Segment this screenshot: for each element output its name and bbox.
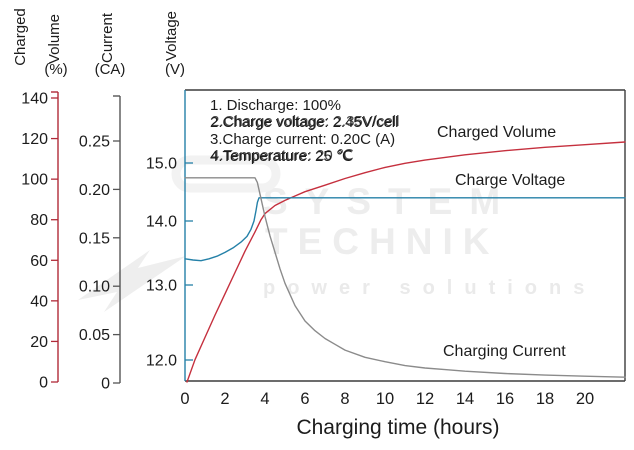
x-tick-label: 0 xyxy=(180,390,189,408)
charged_volume-tick-label: 80 xyxy=(30,212,48,229)
x-tick-label: 4 xyxy=(260,390,269,408)
x-tick-label: 10 xyxy=(376,390,394,408)
x-axis-title: Charging time (hours) xyxy=(296,416,500,439)
axis-ticks-group: 140 120 100 80 60 40 20 0 0.25 0.20 0.15 0.10 0.05 0 1… xyxy=(21,91,193,393)
charged-volume-axis-title-word1: Charged xyxy=(12,8,29,66)
charged_volume-tick-label: 100 xyxy=(21,172,48,189)
plot-border xyxy=(184,89,626,382)
note-temperature-text: 4.Temperature: 25 ℃ xyxy=(210,148,353,165)
test-conditions-notes: 1. Discharge: 100% 2.Charge voltage: 2.3… xyxy=(210,97,400,165)
note-charge-voltage-ghost-text: 2.Charge voltage: 2.35V/cell xyxy=(211,113,400,130)
current-tick-label: 0.15 xyxy=(79,230,110,247)
note-charge-voltage: 2.Charge voltage: 2.35V/cell 2.Charge vo… xyxy=(210,113,400,131)
note-charge-voltage-text: 2.Charge voltage: 2.45V/cell xyxy=(210,114,399,131)
current-tick-label: 0.20 xyxy=(79,182,110,199)
watermark-technik-text: TECHNIK xyxy=(265,221,500,262)
voltage-tick-label: 12.0 xyxy=(146,353,177,370)
charge-voltage-curve xyxy=(184,197,626,262)
charged_volume-tick-label: 60 xyxy=(30,253,48,270)
x-tick-label: 20 xyxy=(576,390,594,408)
current-tick-label: 0.05 xyxy=(79,327,110,344)
note-charge-current: 3.Charge current: 0.20C (A) xyxy=(210,131,398,148)
note-charge-current-text: 3.Charge current: 0.20C (A) xyxy=(210,131,396,148)
charged_volume-tick-label: 120 xyxy=(21,131,48,148)
charging-current-curve-label: Charging Current xyxy=(443,343,566,360)
voltage-axis-unit: (V) xyxy=(165,61,185,78)
current-tick-label: 0.10 xyxy=(79,279,110,296)
x-tick-label: 16 xyxy=(496,390,514,408)
current-axis-unit: (CA) xyxy=(94,61,126,78)
x-tick-label: 2 xyxy=(220,390,229,408)
watermark-system-text: SYSTEM xyxy=(263,181,518,222)
voltage-tick-label: 13.0 xyxy=(146,278,177,295)
charging-current-curve xyxy=(184,177,626,378)
x-tick-label: 8 xyxy=(340,390,349,408)
charged-volume-curve xyxy=(186,141,626,383)
charged_volume-tick-label: 20 xyxy=(30,334,48,351)
x-tick-label: 6 xyxy=(300,390,309,408)
charged_volume-tick-label: 140 xyxy=(21,91,48,108)
x-tick-label: 18 xyxy=(536,390,554,408)
watermark-logo-shapes xyxy=(78,155,281,312)
x-tick-label: 14 xyxy=(456,390,474,408)
x-axis-tick-labels-group: 0 2 4 6 8 10 12 14 16 18 20 xyxy=(180,390,594,408)
note-discharge: 1. Discharge: 100% xyxy=(210,97,398,114)
note-temperature-ghost-text: 4.Temperature: 20 ℃ xyxy=(211,147,354,164)
charge-voltage-curve-label: Charge Voltage xyxy=(455,172,566,189)
charged_volume-tick-label: 0 xyxy=(39,375,48,392)
voltage-tick-label: 14.0 xyxy=(146,214,177,231)
charged-volume-axis-unit: (%) xyxy=(44,61,68,78)
charged_volume-tick-label: 40 xyxy=(30,293,48,310)
charged-volume-curve-label: Charged Volume xyxy=(437,124,557,141)
watermark-swoosh-shape xyxy=(171,155,281,193)
current-tick-label: 0 xyxy=(101,376,110,393)
x-tick-label: 12 xyxy=(416,390,434,408)
watermark-bolt-icon xyxy=(78,250,186,312)
note-discharge-text: 1. Discharge: 100% xyxy=(210,97,341,114)
curves-group xyxy=(184,141,626,383)
note-temperature: 4.Temperature: 20 ℃ 4.Temperature: 25 ℃ xyxy=(210,147,398,165)
voltage-tick-label: 15.0 xyxy=(146,156,177,173)
current-tick-label: 0.25 xyxy=(79,134,110,151)
watermark-power-solutions-text: power solutions xyxy=(263,277,597,299)
